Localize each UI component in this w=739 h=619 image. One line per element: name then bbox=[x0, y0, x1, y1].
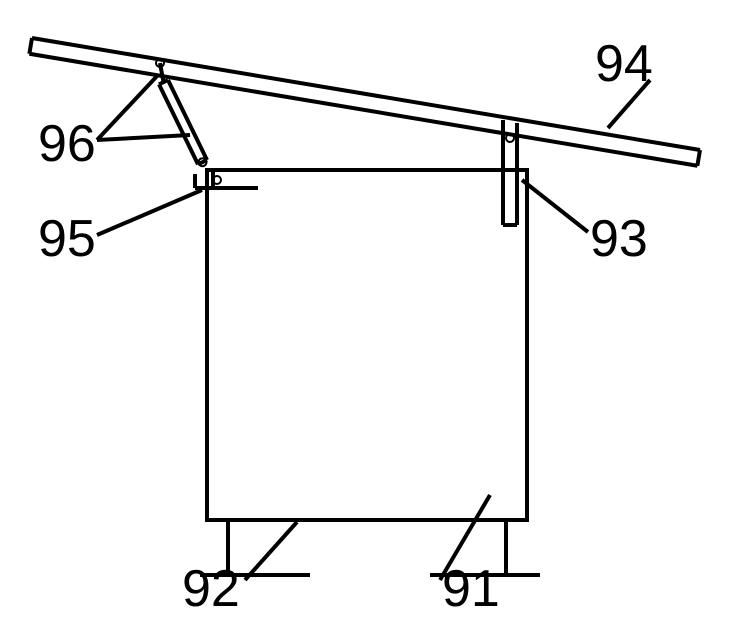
label-91: 91 bbox=[442, 563, 500, 615]
label-96: 96 bbox=[38, 118, 96, 170]
label-92: 92 bbox=[182, 563, 240, 615]
label-94: 94 bbox=[595, 38, 653, 90]
label-95: 95 bbox=[38, 213, 96, 265]
label-93: 93 bbox=[590, 213, 648, 265]
